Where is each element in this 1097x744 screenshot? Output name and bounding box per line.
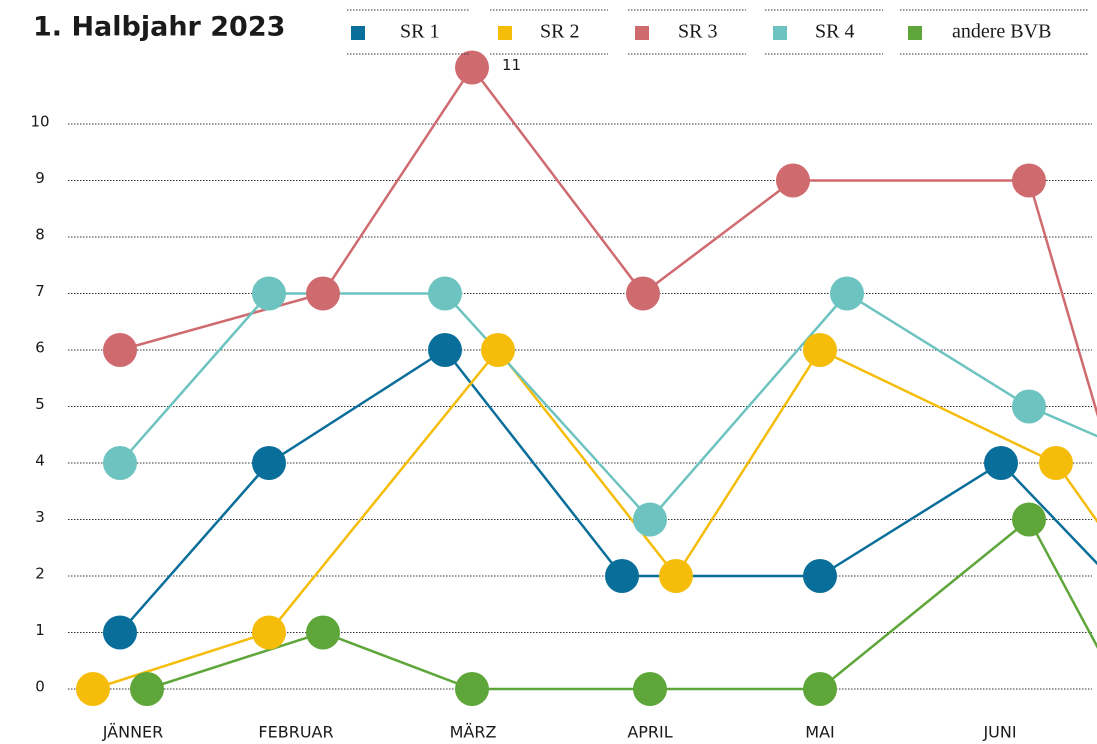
legend-swatch [773, 26, 787, 40]
y-tick-label: 4 [35, 452, 45, 470]
x-tick-label: MÄRZ [450, 723, 497, 742]
data-point [1039, 446, 1073, 480]
data-point [428, 333, 462, 367]
y-tick-label: 0 [35, 678, 45, 696]
y-tick-label: 2 [35, 565, 45, 583]
data-point [428, 276, 462, 311]
data-point [659, 559, 693, 593]
legend-swatch [635, 26, 649, 40]
series-line [146, 517, 1097, 691]
chart-title: 1. Halbjahr 2023 [33, 12, 285, 43]
legend-label: SR 4 [815, 21, 854, 43]
data-point [1012, 163, 1046, 198]
y-tick-label: 7 [35, 282, 45, 300]
x-tick-label: JUNI [982, 723, 1016, 742]
data-point [803, 333, 837, 367]
data-point [103, 615, 137, 650]
data-point [633, 502, 667, 537]
data-point [103, 446, 137, 480]
data-point [252, 276, 286, 311]
y-tick-label: 9 [35, 169, 45, 187]
data-point [252, 446, 286, 480]
legend-label: SR 1 [400, 21, 439, 43]
x-tick-label: JÄNNER [102, 723, 164, 742]
legend-swatch [908, 26, 922, 40]
data-point [455, 672, 489, 706]
data-point [455, 50, 489, 85]
data-point [306, 615, 340, 650]
data-point [103, 333, 137, 367]
data-point [1012, 502, 1046, 537]
x-tick-label: APRIL [627, 723, 672, 742]
y-tick-label: 8 [35, 226, 45, 244]
series-line [92, 347, 1097, 691]
legend-label: SR 2 [540, 21, 579, 43]
data-label: 11 [502, 56, 521, 74]
data-point [252, 615, 286, 650]
data-point [306, 276, 340, 311]
data-point [481, 333, 515, 367]
y-tick-label: 1 [35, 621, 45, 639]
y-tick-label: 5 [35, 395, 45, 413]
data-point [984, 446, 1018, 480]
data-point [76, 672, 110, 706]
data-point [605, 559, 639, 593]
x-tick-label: MAI [805, 723, 834, 742]
legend-swatch [351, 26, 365, 40]
data-point [130, 672, 164, 706]
data-point [776, 163, 810, 198]
data-point [803, 672, 837, 706]
data-point [803, 559, 837, 593]
y-tick-label: 3 [35, 508, 45, 526]
x-tick-label: FEBRUAR [258, 723, 333, 742]
data-point [626, 276, 660, 311]
data-point [1012, 389, 1046, 424]
legend-label: SR 3 [678, 21, 717, 43]
legend-swatch [498, 26, 512, 40]
y-tick-label: 6 [35, 339, 45, 357]
data-point [830, 276, 864, 311]
legend-label: andere BVB [952, 21, 1051, 43]
y-tick-label: 10 [30, 113, 49, 131]
data-point [633, 672, 667, 706]
